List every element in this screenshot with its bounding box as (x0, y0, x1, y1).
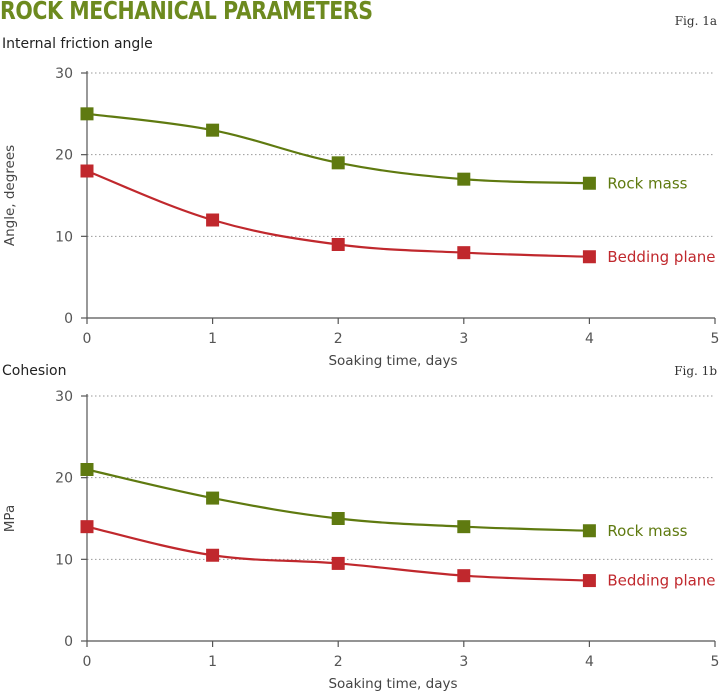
chart-1a-x-tick-label: 1 (208, 331, 217, 347)
chart-1a-data-point (80, 164, 94, 178)
chart-1b-x-axis-title: Soaking time, days (328, 676, 457, 692)
chart-1a-x-tick-label: 2 (334, 331, 343, 347)
chart-1a-data-point (582, 250, 596, 264)
chart-1a-data-point (582, 176, 596, 190)
chart-1b-x-tick-label: 4 (585, 654, 594, 670)
chart-1b-x-tick-label: 5 (711, 654, 720, 670)
chart-1b-data-point (206, 548, 220, 562)
chart-1a-x-tick-label: 0 (83, 331, 92, 347)
chart-1b-x-tick-label: 2 (334, 654, 343, 670)
chart-1a-y-tick-label: 10 (55, 229, 73, 245)
chart-1b-data-point (457, 520, 471, 534)
chart-1a-data-point (206, 123, 220, 137)
chart-1b-y-axis-title: MPa (2, 505, 18, 532)
chart-1a-data-point (457, 246, 471, 260)
chart-1b-data-point (206, 491, 220, 505)
chart-1b-y-tick-label: 30 (55, 389, 73, 405)
page-title: ROCK MECHANICAL PARAMETERS (0, 0, 373, 25)
chart-1b-series-label: Rock mass (607, 522, 687, 540)
chart-1a-title: Internal friction angle (2, 36, 153, 52)
chart-1a-x-tick-label: 4 (585, 331, 594, 347)
chart-1a-x-tick-label: 5 (711, 331, 720, 347)
chart-1b-y-tick-label: 20 (55, 471, 73, 487)
chart-1b-data-point (582, 524, 596, 538)
chart-1a-series-label: Bedding plane (607, 248, 715, 266)
chart-1a-data-point (206, 213, 220, 227)
chart-1b-data-point (80, 463, 94, 476)
chart-1b-series-label: Bedding plane (607, 572, 715, 590)
chart-1a-series-label: Rock mass (607, 174, 687, 192)
chart-1b-x-tick-label: 1 (208, 654, 217, 670)
chart-1b-y-tick-label: 10 (55, 552, 73, 568)
chart-1a-fig-label: Fig. 1a (674, 14, 717, 28)
friction-angle-chart: 0 10 20 30 0 1 2 3 4 5 Soaking time, days Angle, de… (2, 66, 720, 369)
chart-1b-data-point (457, 569, 471, 583)
chart-1a-y-tick-label: 30 (55, 66, 73, 82)
chart-1a-data-point (80, 107, 94, 121)
chart-1b-x-tick-label: 3 (459, 654, 468, 670)
chart-1b-data-point (80, 520, 94, 534)
chart-1a-y-tick-label: 20 (55, 148, 73, 164)
chart-1b-data-point (331, 556, 345, 570)
chart-1b-y-tick-label: 0 (64, 634, 73, 650)
chart-1a-data-point (457, 172, 471, 186)
chart-1b-data-point (331, 512, 345, 525)
chart-1b-fig-label: Fig. 1b (674, 364, 717, 378)
chart-1b-x-tick-label: 0 (83, 654, 92, 670)
chart-1a-data-point (331, 156, 345, 170)
chart-1a-y-axis-title: Angle, degrees (2, 145, 18, 246)
chart-1b-data-point (582, 574, 596, 588)
chart-1a-x-axis-title: Soaking time, days (328, 353, 457, 369)
chart-1b-series-line (86, 525, 590, 582)
chart-1a-y-tick-label: 0 (64, 311, 73, 327)
chart-1b-title: Cohesion (2, 363, 67, 379)
chart-1a-data-point (331, 238, 345, 251)
chart-1a-x-tick-label: 3 (459, 331, 468, 347)
